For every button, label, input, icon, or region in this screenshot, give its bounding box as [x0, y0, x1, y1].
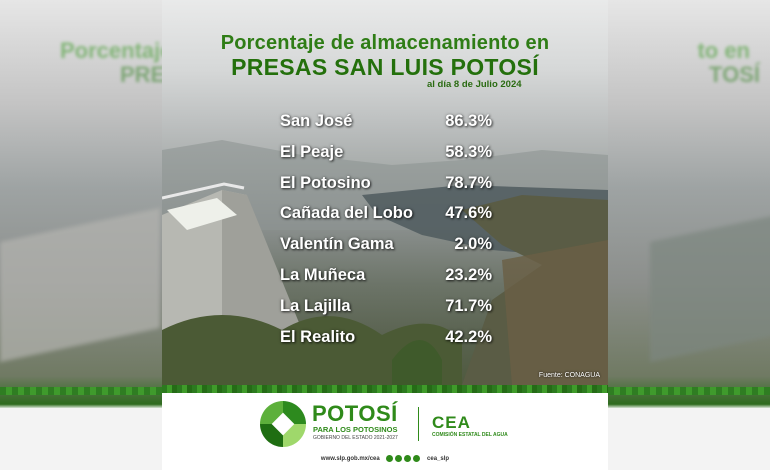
right-ghost-subtitle: TOSÍ [709, 62, 760, 87]
right-landscape [650, 207, 770, 363]
dam-percent: 47.6% [445, 204, 492, 223]
left-blurred-panel: Porcentaje de PRESAS [0, 0, 162, 470]
dam-name: La Lajilla [280, 296, 351, 315]
dam-row-el-potosino: El Potosino 78.7% [280, 174, 500, 205]
dam-row-el-peaje: El Peaje 58.3% [280, 143, 500, 174]
instagram-icon[interactable] [413, 455, 421, 462]
green-pattern-bar [162, 385, 608, 393]
brand-tagline: PARA LOS POTOSINOS [313, 425, 398, 434]
website-link[interactable]: www.slp.gob.mx/cea [320, 456, 380, 463]
twitter-icon[interactable] [395, 455, 403, 462]
left-footer-bg [0, 408, 162, 470]
dam-percent: 86.3% [445, 112, 492, 130]
brand-name: POTOSÍ [312, 401, 398, 426]
dam-photo-background [162, 0, 608, 385]
dam-row-la-muneca: La Muñeca 23.2% [280, 266, 500, 297]
left-ghost-subtitle: PRESAS [120, 62, 162, 87]
right-green-stripe [608, 387, 770, 395]
dam-percent: 42.2% [445, 327, 492, 346]
dam-name: Cañada del Lobo [280, 204, 413, 223]
left-ghost-title: Porcentaje de [60, 38, 162, 63]
youtube-icon[interactable] [404, 455, 412, 462]
dam-name: Valentín Gama [280, 235, 394, 254]
page-title-line1: Porcentaje de almacenamiento en [220, 32, 550, 54]
right-footer-bg [608, 408, 770, 470]
dam-row-valentin-gama: Valentín Gama 2.0% [280, 235, 500, 266]
dam-row-san-jose: San José 86.3% [280, 112, 500, 143]
dam-name: La Muñeca [280, 265, 366, 284]
dam-row-canada-del-lobo: Cañada del Lobo 47.6% [280, 204, 500, 235]
dam-percent: 58.3% [445, 142, 492, 161]
dam-name: El Peaje [280, 142, 344, 161]
agency-logo: CEA [432, 413, 471, 432]
source-credit: Fuente: CONAGUA [538, 372, 600, 379]
dam-percent: 78.7% [445, 173, 492, 192]
dam-row-el-realito: El Realito 42.2% [280, 328, 500, 359]
dam-percent: 2.0% [454, 235, 492, 254]
social-handle[interactable]: cea_slp [427, 456, 450, 463]
left-green-stripe [0, 387, 162, 395]
dam-percent: 23.2% [445, 265, 492, 284]
dam-name: El Potosino [280, 173, 371, 192]
left-dam-wall [0, 207, 160, 363]
dam-list: San José 86.3% El Peaje 58.3% El Potosin… [280, 112, 500, 358]
contact-line: www.slp.gob.mx/cea cea_slp [162, 455, 608, 462]
right-ghost-title: to en [697, 38, 750, 63]
government-label: GOBIERNO DEL ESTADO 2021-2027 [313, 435, 398, 441]
page-title-line2: PRESAS SAN LUIS POTOSÍ [231, 54, 539, 80]
dam-name: El Realito [280, 327, 356, 346]
right-blurred-panel: to en TOSÍ [608, 0, 770, 470]
footer-divider [418, 407, 419, 441]
dam-percent: 71.7% [445, 296, 492, 315]
potosi-logo-icon [260, 401, 306, 447]
facebook-icon[interactable] [386, 455, 394, 462]
dam-row-la-lajilla: La Lajilla 71.7% [280, 297, 500, 328]
agency-full-name: COMISIÓN ESTATAL DEL AGUA [432, 432, 508, 438]
footer: POTOSÍ PARA LOS POTOSINOS GOBIERNO DEL E… [162, 393, 608, 470]
report-date: al día 8 de Julio 2024 [427, 79, 522, 90]
dam-name: San José [280, 112, 353, 130]
dam-landscape-illustration [162, 140, 608, 385]
infographic-card: Porcentaje de almacenamiento en PRESAS S… [162, 0, 608, 470]
